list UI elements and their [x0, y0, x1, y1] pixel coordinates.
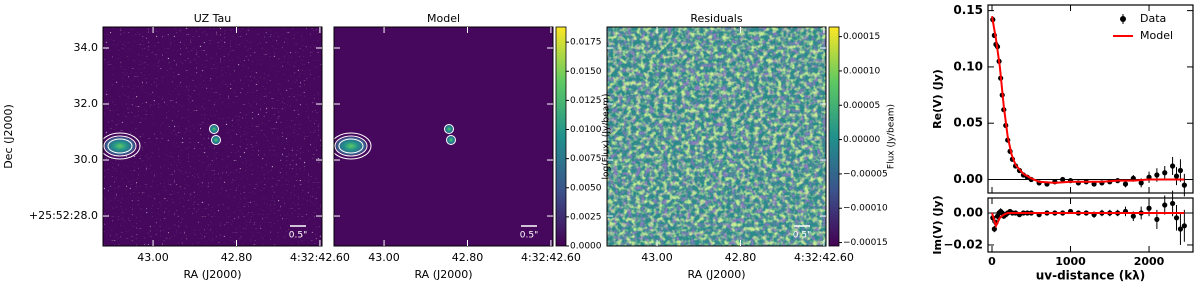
scale-bar-label: 0.5" [520, 231, 538, 241]
x-tick-label: 42.80 [452, 251, 484, 264]
colorbar-tick-label: 0.00010 [843, 66, 880, 76]
y-tick-label: 0.00 [953, 206, 983, 220]
data-point [1169, 200, 1176, 207]
legend-marker [1120, 16, 1126, 22]
data-point [1060, 176, 1066, 183]
data-point [1173, 215, 1180, 221]
legend-label: Model [1140, 29, 1173, 42]
colorbar-tick-label: −0.00015 [843, 238, 888, 248]
data-point [1154, 172, 1160, 178]
x-tick-label: 43.00 [641, 251, 673, 264]
x-axis-label: RA (J2000) [687, 268, 745, 281]
contour [107, 138, 133, 154]
colorbar-tick-label: −0.00010 [843, 204, 888, 214]
x-tick-label: 4:32:42.60 [521, 251, 581, 264]
x-tick-label: 42.80 [725, 251, 757, 264]
data-point [1181, 182, 1187, 188]
colorbar-label: Flux (Jy/beam) [887, 104, 897, 169]
colorbar-tick-label: 0.0075 [570, 154, 602, 164]
x-tick-label: 2000 [1134, 255, 1165, 268]
axes-frame [333, 26, 554, 247]
contour [99, 132, 141, 160]
data-point [1146, 205, 1152, 211]
legend-label: Data [1140, 12, 1166, 25]
axes-frame [606, 26, 827, 247]
data-point [1130, 213, 1136, 219]
data-point [1181, 223, 1187, 229]
colorbar-tick-label: 0.0025 [570, 212, 602, 222]
contour [334, 135, 368, 157]
panel-title: UZ Tau [194, 12, 232, 25]
data-point [1169, 163, 1176, 169]
x-tick-label: 43.00 [368, 251, 400, 264]
source-blob [105, 137, 135, 155]
contour [338, 138, 364, 154]
x-axis-label: uv-distance (kλ) [1036, 269, 1146, 283]
image-layer [103, 27, 826, 246]
x-tick-label: 4:32:42.60 [290, 251, 350, 264]
x-tick-label: 42.80 [221, 251, 253, 264]
y-axis-label: Dec (J2000) [2, 104, 15, 169]
colorbar-tick-label: 0.0150 [570, 67, 602, 77]
model-line [991, 16, 1185, 184]
scale-bar-label: 0.5" [289, 231, 307, 241]
y-tick-label: 0.10 [953, 59, 983, 73]
x-axis-label: RA (J2000) [183, 268, 241, 281]
y-tick-label: 32.0 [74, 97, 99, 110]
axes-frame [102, 26, 323, 247]
data-point [1154, 216, 1160, 223]
colorbar-tick-label: −0.00005 [843, 169, 888, 179]
y-tick-label: 0.00 [953, 172, 983, 186]
data-point [1162, 202, 1168, 208]
panel-title: Model [427, 12, 460, 25]
model-blob [444, 124, 454, 134]
x-tick-label: 0 [988, 255, 996, 268]
sources [99, 124, 456, 160]
image-background [334, 27, 553, 246]
x-tick-label: 43.00 [137, 251, 169, 264]
colorbar [828, 26, 840, 247]
colorbar-tick-label: 0.0175 [570, 38, 602, 48]
model-blob [446, 135, 456, 145]
colorbar-tick-label: 0.0125 [570, 96, 602, 106]
data-point [1177, 167, 1184, 174]
data-point [1122, 181, 1129, 187]
model-blob [336, 137, 366, 155]
y-tick-label: 34.0 [74, 41, 99, 54]
colorbar-tick-label: 0.0000 [570, 242, 602, 252]
y-tick-label: 0.05 [953, 116, 983, 130]
colorbar-tick-label: 0.0050 [570, 183, 602, 193]
data-point [1138, 180, 1144, 186]
x-axis-label: RA (J2000) [414, 268, 472, 281]
y-axis-label: Re(V) (Jy) [931, 69, 944, 129]
colorbar-tick-label: 0.0100 [570, 125, 602, 135]
axes-layer: UZ Tau 43.00 42.80 4:32:42.60 RA (J2000) +25:… [2, 3, 1194, 283]
colorbar-tick-label: 0.00005 [843, 101, 880, 111]
y-tick-label: −0.02 [943, 237, 983, 251]
contour [103, 135, 137, 157]
y-tick-label: 30.0 [74, 153, 99, 166]
y-tick-label: 0.15 [953, 3, 983, 17]
data-point [1162, 170, 1168, 176]
model-line [991, 212, 1185, 229]
y-tick-label: +25:52:28.0 [29, 209, 98, 222]
source-blob [209, 124, 219, 134]
x-tick-label: 4:32:42.60 [794, 251, 854, 264]
data-point [1173, 173, 1180, 179]
colorbar-tick-label: 0.00015 [843, 32, 880, 42]
x-tick-label: 1000 [1055, 255, 1086, 268]
axes-frame [987, 197, 1194, 253]
contour [330, 132, 372, 160]
y-axis-label: Im(V) (Jy) [931, 195, 944, 254]
colorbar-tick-label: 0.00000 [843, 135, 880, 145]
source-blob [211, 135, 221, 145]
colorbar [555, 26, 567, 247]
residual-noise [607, 27, 826, 246]
scale-bar-label: 0.5" [793, 231, 811, 241]
panel-title: Residuals [690, 12, 742, 25]
axes-frame [987, 4, 1194, 194]
data-point [1177, 226, 1184, 232]
